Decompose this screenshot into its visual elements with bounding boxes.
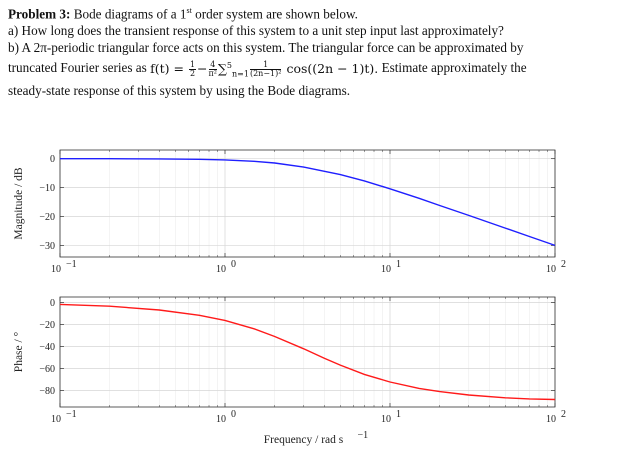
y-tick-label: −20: [39, 212, 55, 223]
x-tick-exponent: −1: [66, 259, 77, 270]
x-axis-label-exponent: −1: [358, 430, 369, 441]
y-tick-label: 0: [50, 154, 55, 165]
bode-panel-phase: 10 −1 10 0 10 1 10 2 0 −20 −40 −60 −80 Phase / ° Frequ…: [13, 296, 566, 446]
plot-frame: [59, 149, 556, 258]
x-tick-label: 10: [381, 264, 391, 275]
x-tick-exponent: 2: [561, 409, 566, 420]
plot-frame: [59, 296, 556, 408]
y-tick-label: −20: [39, 320, 55, 331]
y-tick-label: −10: [39, 183, 55, 194]
x-tick-exponent: 2: [561, 259, 566, 270]
y-tick-label: −40: [39, 342, 55, 353]
y-tick-label: −30: [39, 241, 55, 252]
part-b-line1: b) A 2π-periodic triangular force acts o…: [8, 40, 524, 56]
fraction: 1 (2n−1)²: [249, 59, 282, 78]
y-axis-label: Phase / °: [13, 331, 25, 372]
series-line: [59, 303, 556, 401]
x-tick-exponent: 1: [396, 259, 401, 270]
fraction: 4 π²: [208, 59, 217, 78]
series-line: [60, 157, 556, 247]
x-tick-label: 10: [51, 414, 61, 425]
part-b-line2: truncated Fourier series as f(t) = 1 2−4 π…: [8, 59, 527, 79]
x-tick-exponent: 0: [231, 409, 236, 420]
y-tick-label: −80: [39, 386, 55, 397]
x-tick-exponent: −1: [66, 409, 77, 420]
x-tick-label: 10: [51, 264, 61, 275]
x-axis-label: Frequency / rad s: [264, 434, 344, 446]
x-tick-label: 10: [381, 414, 391, 425]
part-a: a) How long does the transient response …: [8, 23, 504, 39]
x-tick-label: 10: [546, 414, 556, 425]
x-tick-exponent: 0: [231, 259, 236, 270]
problem-text: Problem 3: Bode diagrams of a 1st order …: [8, 2, 620, 99]
fourier-formula: f(t) = 1 2−4 π² ∑5n=1 1 (2n−1)² cos((2n − 1)t…: [150, 59, 379, 79]
y-tick-label: 0: [50, 298, 55, 309]
problem-intro: Problem 3: Bode diagrams of a 1st order …: [8, 6, 358, 22]
x-tick-label: 10: [216, 414, 226, 425]
x-tick-label: 10: [546, 264, 556, 275]
y-axis-label: Magnitude / dB: [13, 167, 25, 240]
x-tick-label: 10: [216, 264, 226, 275]
bode-panel-magnitude: 10 −1 10 0 10 1 10 2 0 −10 −20 −30 Magnitude / dB: [13, 149, 566, 275]
x-tick-exponent: 1: [396, 409, 401, 420]
y-tick-label: −60: [39, 364, 55, 375]
part-b-line3: steady-state response of this system by …: [8, 83, 351, 99]
problem-heading: Problem 3:: [8, 6, 71, 22]
